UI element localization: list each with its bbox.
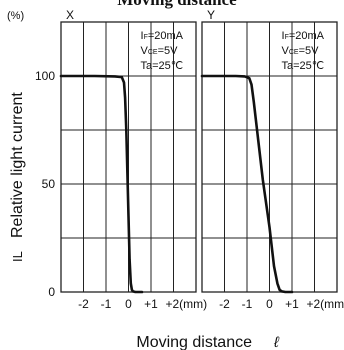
x-tick-label: -1: [101, 297, 112, 311]
x-tick-label: +2(mm): [166, 297, 208, 311]
x-tick-label: +2(mm: [307, 297, 344, 311]
panel-label: Y: [207, 8, 215, 22]
condition-label: VCE=5V: [141, 45, 179, 57]
plot-frame: [201, 21, 338, 293]
panel-label: X: [66, 8, 74, 22]
y-axis-label: Relative light current: [9, 92, 26, 238]
series-line: [200, 74, 294, 294]
x-tick-label: -2: [219, 297, 230, 311]
x-tick-label: +1: [144, 297, 158, 311]
series-line: [59, 74, 144, 294]
condition-label: Ta=25℃: [282, 60, 325, 72]
y-unit-label: (%): [7, 10, 24, 22]
x-tick-label: 0: [125, 297, 132, 311]
y-tick-label: 100: [35, 69, 55, 83]
x-tick-label: -2: [78, 297, 89, 311]
plot-frame: [60, 21, 197, 293]
x-axis-symbol: ℓ: [273, 334, 280, 350]
x-tick-label: +1: [285, 297, 299, 311]
x-tick-label: 0: [266, 297, 273, 311]
x-axis-label: Moving distance: [136, 334, 252, 350]
y-tick-label: 0: [48, 285, 55, 299]
condition-label: Ta=25℃: [141, 60, 184, 72]
chart-title: Moving distance: [117, 0, 237, 9]
condition-label: IF=20mA: [282, 30, 325, 42]
condition-label: IF=20mA: [141, 30, 184, 42]
chart-panel-1: -2 -1 0 +1 +2(mm) 0 50 100 X IF=20mA VCE=5V Ta=25℃: [35, 8, 207, 311]
condition-label: VCE=5V: [282, 45, 320, 57]
x-tick-label: -1: [242, 297, 253, 311]
chart-panel-2: -2 -1 0 +1 +2(mm Y IF=20mA VCE=5V Ta=25℃: [200, 8, 344, 311]
y-axis-symbol: IL: [10, 251, 25, 262]
y-tick-label: 50: [42, 177, 56, 191]
